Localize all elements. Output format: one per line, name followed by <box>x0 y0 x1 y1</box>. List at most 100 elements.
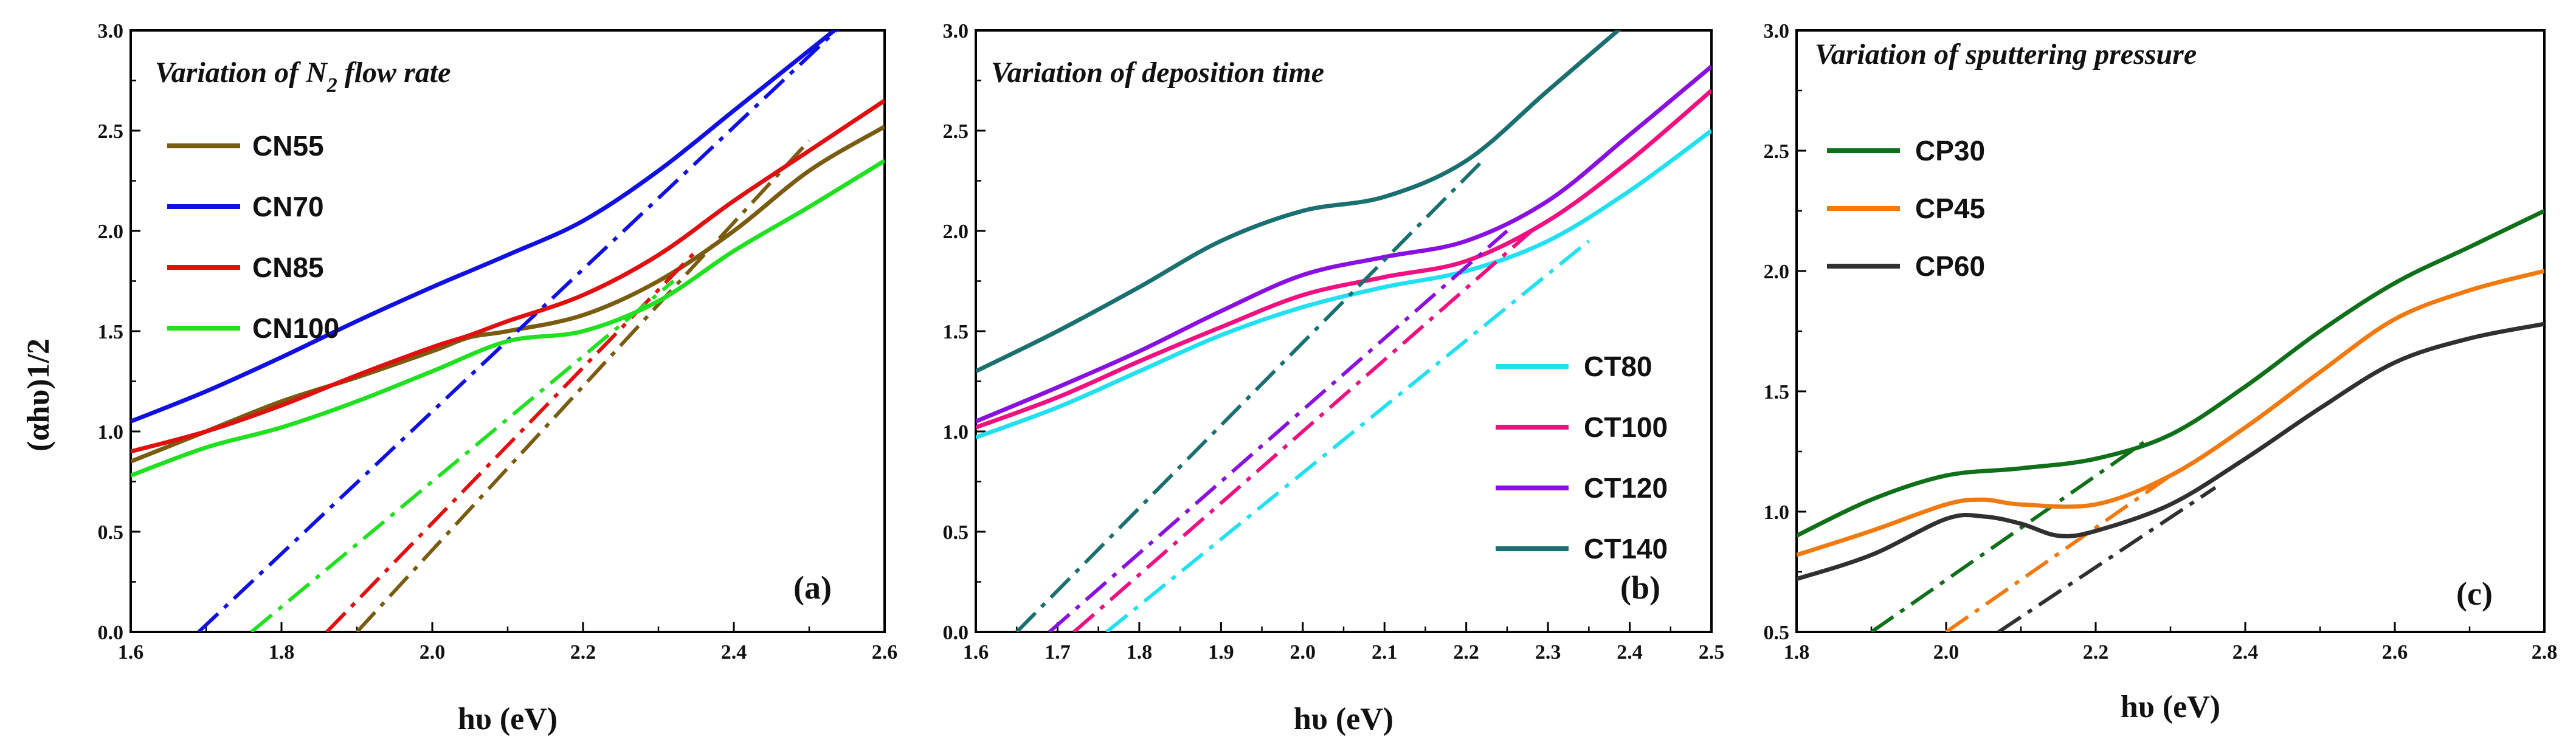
legend-label-cn55: CN55 <box>252 130 324 162</box>
panel-c-title: Variation of sputtering pressure <box>1815 38 2197 70</box>
panel-c-xtick-label: 2.8 <box>2532 641 2558 664</box>
panel-a-title: Variation of N2 flow rate <box>155 57 451 97</box>
series-line-ct100 <box>976 89 1711 430</box>
panel-b-xtick-label: 1.8 <box>1127 641 1153 664</box>
panel-b-xtick-label: 1.7 <box>1045 641 1071 664</box>
panel-b-ytick-label: 2.0 <box>943 221 969 243</box>
series-fit-cn70 <box>197 30 839 632</box>
panel-a-ytick-label: 2.0 <box>98 221 124 243</box>
series-line-ct140 <box>976 30 1621 374</box>
series-line-cn85 <box>131 98 885 454</box>
legend-label-cn70: CN70 <box>252 191 324 222</box>
series-line-ct80 <box>976 129 1711 440</box>
panel-a-xtick-label: 1.8 <box>269 641 295 664</box>
panel-c-ytick-label: 3.0 <box>1764 20 1790 43</box>
panel-a: 1.6 1.8 2.0 2.2 2.4 2.60.00.51.01.52.02.53.0 … <box>21 20 897 736</box>
panel-c-frame <box>1795 29 2546 633</box>
panel-a-xtick-label: 2.2 <box>570 641 596 664</box>
panel-b-ytick-label: 0.0 <box>943 622 969 644</box>
series-fit-cp30 <box>1870 438 2149 632</box>
series-fit-cn55 <box>355 139 811 632</box>
panel-b-title: Variation of deposition time <box>991 57 1324 89</box>
legend-label-cn100: CN100 <box>252 312 339 344</box>
panel-b-xtick-label: 2.5 <box>1699 641 1725 664</box>
panel-a-ytick-label: 3.0 <box>98 20 124 43</box>
panel-a-xtick-label: 2.4 <box>721 641 747 664</box>
panel-c-xtick-label: 1.8 <box>1784 641 1810 664</box>
panel-a-title-sub: 2 <box>326 74 337 97</box>
panel-a-xtick-label: 1.6 <box>118 641 144 664</box>
panel-b-ytick-label: 0.5 <box>943 521 969 544</box>
panel-b-title-main: Variation of deposition time <box>991 57 1324 89</box>
panel-b-legend: CT80 CT100 CT120 CT140 <box>1496 351 1668 565</box>
panel-c-plot <box>1797 208 2544 632</box>
series-fit-cn100 <box>250 280 675 632</box>
series-line-cp45 <box>1797 269 2544 557</box>
legend-label-cp60: CP60 <box>1915 250 1985 282</box>
series-fit-ct80 <box>1105 239 1590 632</box>
panel-c-xtick-label: 2.0 <box>1933 641 1960 664</box>
panel-c-xtick-label: 2.2 <box>2083 641 2109 664</box>
panel-a-title-main: Variation of N <box>155 57 328 89</box>
panel-c-xtick-label: 2.6 <box>2382 641 2408 664</box>
legend-label-ct120: CT120 <box>1584 472 1668 504</box>
panel-c-ytick-label: 1.5 <box>1764 381 1790 403</box>
panel-a-ytick-label: 0.0 <box>98 622 124 644</box>
series-line-cp30 <box>1797 208 2544 538</box>
panel-c-xlabel: hυ (eV) <box>2121 690 2220 724</box>
panel-b-xtick-label: 2.1 <box>1372 641 1398 664</box>
panel-b-ticks: 1.6 1.7 1.8 1.9 2.0 2.1 2.2 2.3 2.4 2.5 0.0 0.5 1.0 1… <box>943 20 1725 664</box>
panel-c-ytick-label: 2.0 <box>1764 261 1790 283</box>
panel-c-xtick-label: 2.4 <box>2232 641 2259 664</box>
panel-b-ytick-label: 3.0 <box>943 20 969 43</box>
panel-a-ytick-label: 2.5 <box>98 120 124 143</box>
panel-a-ytick-label: 0.5 <box>98 521 124 544</box>
series-line-cn70 <box>131 30 838 424</box>
legend-label-ct100: CT100 <box>1584 411 1668 443</box>
series-fit-ct100 <box>1072 229 1533 632</box>
panel-a-label: (a) <box>793 569 832 606</box>
panel-c-ticks: 1.8 2.0 2.2 2.4 2.6 2.8 0.5 1.0 1.5 2.0 2.5 3.0 <box>1764 20 2558 664</box>
panel-b-xtick-label: 2.3 <box>1535 641 1561 664</box>
legend-label-ct80: CT80 <box>1584 351 1652 382</box>
series-line-cn55 <box>131 125 885 464</box>
panel-c-legend: CP30 CP45 CP60 <box>1827 135 1985 282</box>
panel-c-ytick-label: 2.5 <box>1764 140 1790 163</box>
legend-label-cp45: CP45 <box>1915 193 1985 224</box>
series-line-cn100 <box>131 159 885 478</box>
panel-c-label: (c) <box>2456 575 2493 612</box>
panel-b-ytick-label: 1.0 <box>943 421 969 444</box>
panel-a-xlabel: hυ (eV) <box>458 702 558 736</box>
panel-b-ytick-label: 2.5 <box>943 120 969 143</box>
panel-c-ytick-label: 1.0 <box>1764 501 1790 524</box>
panel-b-xlabel: hυ (eV) <box>1294 702 1393 736</box>
legend-label-cn85: CN85 <box>252 252 324 283</box>
panel-a-xtick-label: 2.0 <box>420 641 446 664</box>
panel-a-ylabel: (αhυ)1/2 <box>21 338 56 451</box>
panel-b-xtick-label: 1.6 <box>963 641 989 664</box>
legend-label-ct140: CT140 <box>1584 533 1668 565</box>
panel-b-plot <box>976 30 1711 632</box>
panel-c-title-main: Variation of sputtering pressure <box>1815 38 2197 70</box>
panel-b-xtick-label: 1.9 <box>1208 641 1234 664</box>
panel-a-plot <box>131 30 885 632</box>
panel-b-label: (b) <box>1620 569 1660 606</box>
series-line-cp60 <box>1797 321 2544 582</box>
panel-a-ytick-label: 1.0 <box>98 421 124 444</box>
panel-a-title-rest: flow rate <box>337 57 451 89</box>
panel-b: 1.6 1.7 1.8 1.9 2.0 2.1 2.2 2.3 2.4 2.5 0.0 0.5 1.0 1… <box>943 20 1725 736</box>
series-fit-cp45 <box>1945 474 2172 632</box>
panel-b-ytick-label: 1.5 <box>943 321 969 343</box>
panel-a-xtick-label: 2.6 <box>872 641 898 664</box>
series-line-ct120 <box>976 64 1711 424</box>
panel-c: 1.8 2.0 2.2 2.4 2.6 2.8 0.5 1.0 1.5 2.0 2.5 3.0 Var… <box>1764 20 2558 724</box>
panel-b-xtick-label: 2.4 <box>1617 641 1643 664</box>
series-fit-ct140 <box>1015 159 1484 632</box>
series-fit-cp60 <box>1997 486 2217 632</box>
panel-a-ticks: 1.6 1.8 2.0 2.2 2.4 2.6 0.0 0.5 1.0 1.5 2.0 2.5 3.0 <box>98 20 898 664</box>
panel-b-xtick-label: 2.0 <box>1290 641 1316 664</box>
panel-b-xtick-label: 2.2 <box>1453 641 1479 664</box>
legend-label-cp30: CP30 <box>1915 135 1985 167</box>
panel-a-legend: CN55 CN70 CN85 CN100 <box>167 130 339 344</box>
